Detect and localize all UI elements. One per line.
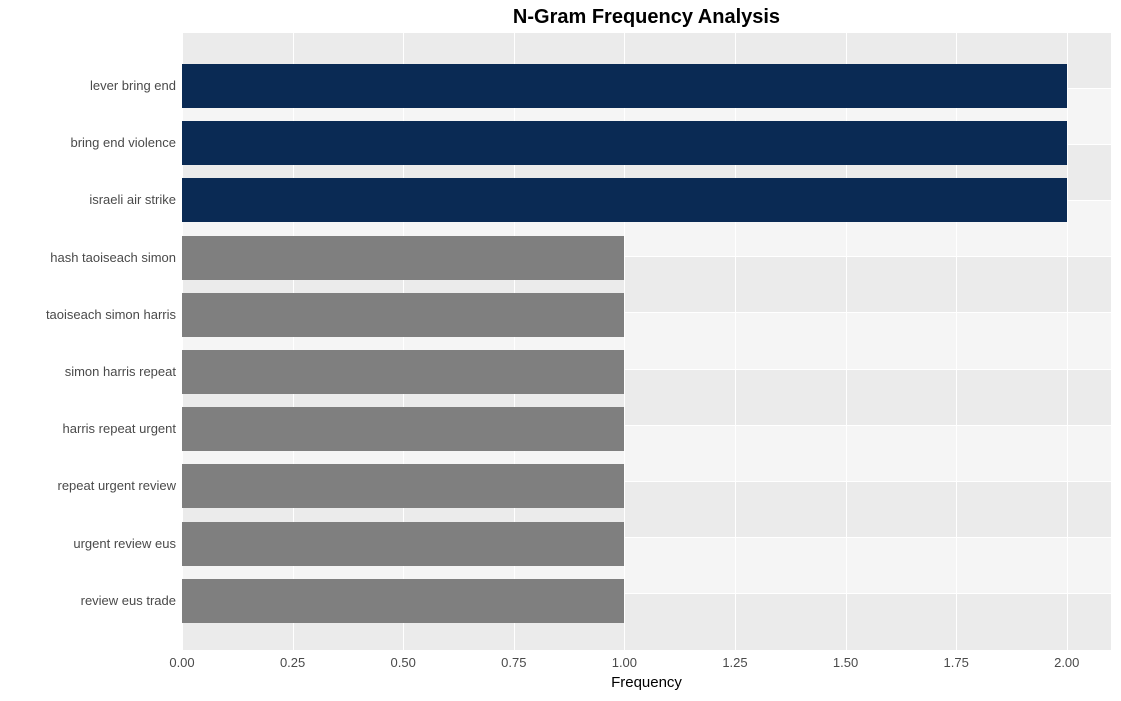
x-tick-label: 0.75 xyxy=(494,655,534,670)
y-tick-label: taoiseach simon harris xyxy=(0,308,176,322)
y-tick-label: simon harris repeat xyxy=(0,365,176,379)
x-tick-label: 1.00 xyxy=(604,655,644,670)
ngram-frequency-chart: N-Gram Frequency Analysis Frequency leve… xyxy=(0,0,1121,701)
x-axis-title: Frequency xyxy=(182,674,1111,691)
bar xyxy=(182,407,624,451)
y-tick-label: bring end violence xyxy=(0,136,176,150)
x-tick-label: 1.25 xyxy=(715,655,755,670)
x-tick-label: 0.00 xyxy=(162,655,202,670)
bar xyxy=(182,464,624,508)
x-tick-label: 0.50 xyxy=(383,655,423,670)
y-tick-label: urgent review eus xyxy=(0,537,176,551)
x-tick-label: 1.75 xyxy=(936,655,976,670)
bar xyxy=(182,121,1067,165)
gridline-horizontal xyxy=(182,32,1111,33)
y-tick-label: review eus trade xyxy=(0,594,176,608)
chart-title: N-Gram Frequency Analysis xyxy=(182,6,1111,29)
plot-area xyxy=(182,32,1111,650)
bar xyxy=(182,350,624,394)
gridline-horizontal xyxy=(182,650,1111,651)
bar xyxy=(182,293,624,337)
x-tick-label: 1.50 xyxy=(826,655,866,670)
bar xyxy=(182,64,1067,108)
bar xyxy=(182,579,624,623)
bar xyxy=(182,178,1067,222)
y-tick-label: hash taoiseach simon xyxy=(0,251,176,265)
y-tick-label: lever bring end xyxy=(0,79,176,93)
gridline-vertical xyxy=(1067,32,1068,650)
bar xyxy=(182,236,624,280)
y-tick-label: israeli air strike xyxy=(0,193,176,207)
y-tick-label: repeat urgent review xyxy=(0,479,176,493)
bar xyxy=(182,522,624,566)
x-tick-label: 2.00 xyxy=(1047,655,1087,670)
x-tick-label: 0.25 xyxy=(273,655,313,670)
y-tick-label: harris repeat urgent xyxy=(0,422,176,436)
